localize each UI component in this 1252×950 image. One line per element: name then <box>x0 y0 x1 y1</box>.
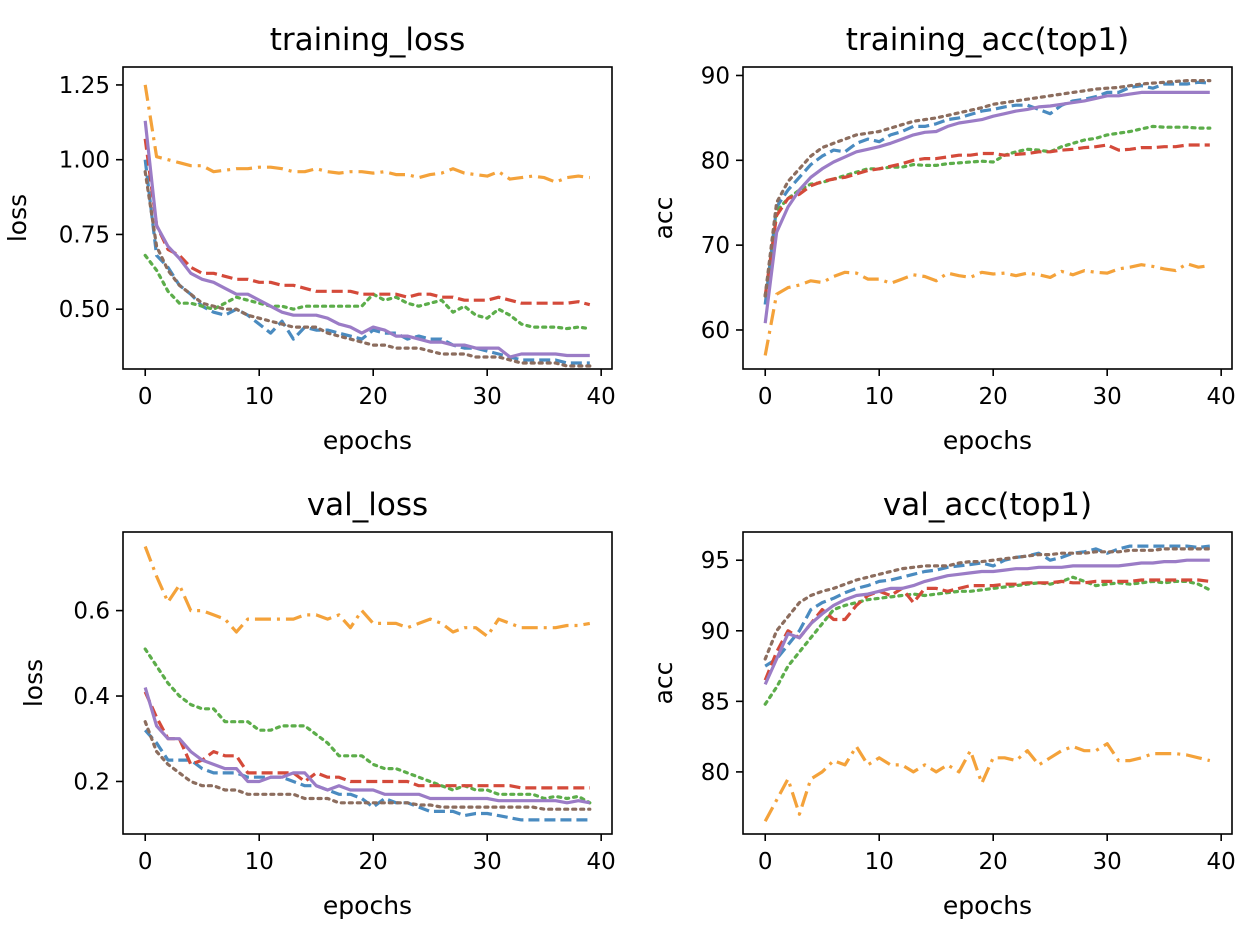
chart-title: training_acc(top1) <box>846 22 1129 58</box>
x-axis-label: epochs <box>943 426 1032 455</box>
x-tick-label: 30 <box>473 849 502 875</box>
series-line-1 <box>143 545 591 638</box>
series-line-5 <box>143 170 592 368</box>
series-line-5 <box>763 547 1212 661</box>
x-tick-label: 0 <box>758 849 773 875</box>
series-line-2 <box>763 124 1212 298</box>
x-tick-label: 20 <box>979 384 1008 410</box>
series-line-1 <box>143 84 591 184</box>
chart-panel-0: 0 10 20 30 40 0.50 0.75 1.00 1.25 training_lossep… <box>3 22 616 455</box>
series-line-3 <box>143 691 590 790</box>
x-axis-label: epochs <box>943 891 1032 920</box>
y-axis-label: acc <box>649 662 678 705</box>
series-line-2 <box>763 575 1212 706</box>
series-line-1 <box>763 742 1211 823</box>
x-tick-label: 0 <box>758 384 773 410</box>
series-line-3 <box>763 143 1210 297</box>
y-tick-label: 70 <box>701 233 730 259</box>
chart-title: val_loss <box>307 487 428 523</box>
x-axis-label: epochs <box>323 426 412 455</box>
y-tick-label: 0.6 <box>73 599 110 625</box>
series-line-3 <box>763 578 1210 681</box>
series-line-5 <box>143 720 592 811</box>
x-tick-label: 10 <box>245 384 274 410</box>
x-axis-label: epochs <box>323 891 412 920</box>
series-line-3 <box>143 138 591 307</box>
y-axis-label: loss <box>19 659 48 707</box>
y-tick-label: 0.2 <box>73 769 110 795</box>
x-tick-label: 40 <box>1207 384 1236 410</box>
x-tick-label: 40 <box>1207 849 1236 875</box>
chart-panel-3: 0 10 20 30 40 80 85 90 95 val_acc(top1)epochs acc <box>649 487 1236 920</box>
x-tick-label: 0 <box>138 849 153 875</box>
series-line-2 <box>143 253 592 331</box>
y-tick-label: 95 <box>701 548 730 574</box>
x-tick-label: 10 <box>245 849 274 875</box>
y-axis-label: loss <box>3 194 32 242</box>
x-tick-label: 30 <box>1093 384 1122 410</box>
x-tick-label: 0 <box>138 384 153 410</box>
series-line-0 <box>763 80 1210 305</box>
series-line-4 <box>143 687 591 805</box>
series-line-4 <box>763 90 1210 324</box>
x-tick-label: 20 <box>979 849 1008 875</box>
series-line-4 <box>143 120 590 359</box>
axes-frame <box>122 66 613 370</box>
x-tick-label: 20 <box>359 849 388 875</box>
y-tick-label: 0.75 <box>59 222 110 248</box>
x-tick-label: 20 <box>359 384 388 410</box>
y-tick-label: 85 <box>701 689 730 715</box>
x-tick-label: 10 <box>865 384 894 410</box>
x-tick-label: 30 <box>473 384 502 410</box>
series-line-2 <box>143 647 592 805</box>
y-tick-label: 0.4 <box>73 684 110 710</box>
axes-frame <box>742 531 1233 835</box>
chart-panel-1: 0 10 20 30 40 60 70 80 90 training_acc(top1)epoch… <box>649 22 1236 455</box>
series-line-0 <box>143 159 590 365</box>
x-tick-label: 40 <box>587 384 616 410</box>
y-tick-label: 1.00 <box>59 148 110 174</box>
chart-title: training_loss <box>270 22 465 58</box>
series-line-0 <box>144 729 590 822</box>
series-line-0 <box>764 544 1210 668</box>
series-line-5 <box>763 78 1212 298</box>
chart-title: val_acc(top1) <box>883 487 1092 523</box>
y-axis-label: acc <box>649 197 678 240</box>
x-tick-label: 10 <box>865 849 894 875</box>
x-tick-label: 40 <box>587 849 616 875</box>
series-line-4 <box>763 558 1210 686</box>
y-tick-label: 90 <box>701 619 730 645</box>
y-tick-label: 1.25 <box>59 73 110 99</box>
y-tick-label: 60 <box>701 318 730 344</box>
axes-frame <box>122 531 613 835</box>
y-tick-label: 80 <box>701 148 730 174</box>
x-tick-label: 30 <box>1093 849 1122 875</box>
y-tick-label: 0.50 <box>59 297 110 323</box>
axes-frame <box>742 66 1233 370</box>
y-tick-label: 90 <box>701 63 730 89</box>
series-line-1 <box>763 262 1211 356</box>
y-tick-label: 80 <box>701 760 730 786</box>
